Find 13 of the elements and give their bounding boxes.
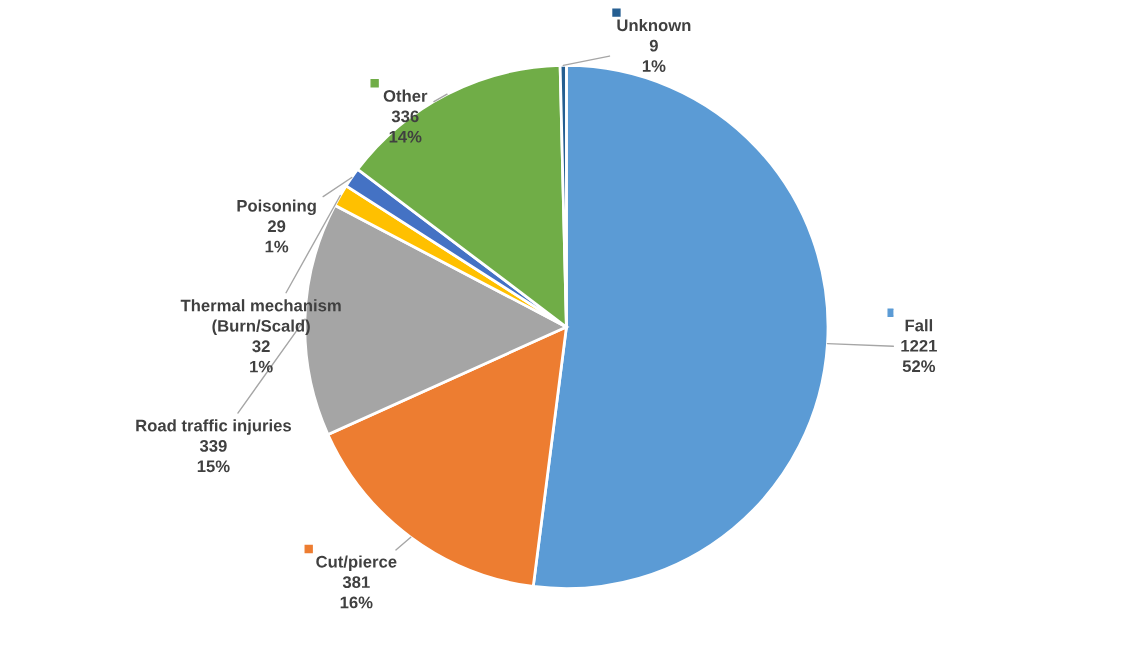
slice-label: Poisoning [237,199,316,216]
legend-label: Cut/pierce [316,555,397,571]
legend-label: Fall [905,319,933,332]
data-label: 9 1% [642,39,666,72]
data-label: 32 1% [250,340,273,373]
data-label: 29 1% [265,220,289,253]
slice-label: Thermal mechanism (Burn/Scald) [180,299,341,336]
data-label: 381 16% [340,576,373,609]
data-label: 1221 52% [901,339,937,373]
slice-label: Road traffic injuries [136,419,291,435]
legend-label: Other [383,89,428,102]
legend-label: Unknown [617,18,691,32]
data-label: 339 15% [197,440,230,473]
